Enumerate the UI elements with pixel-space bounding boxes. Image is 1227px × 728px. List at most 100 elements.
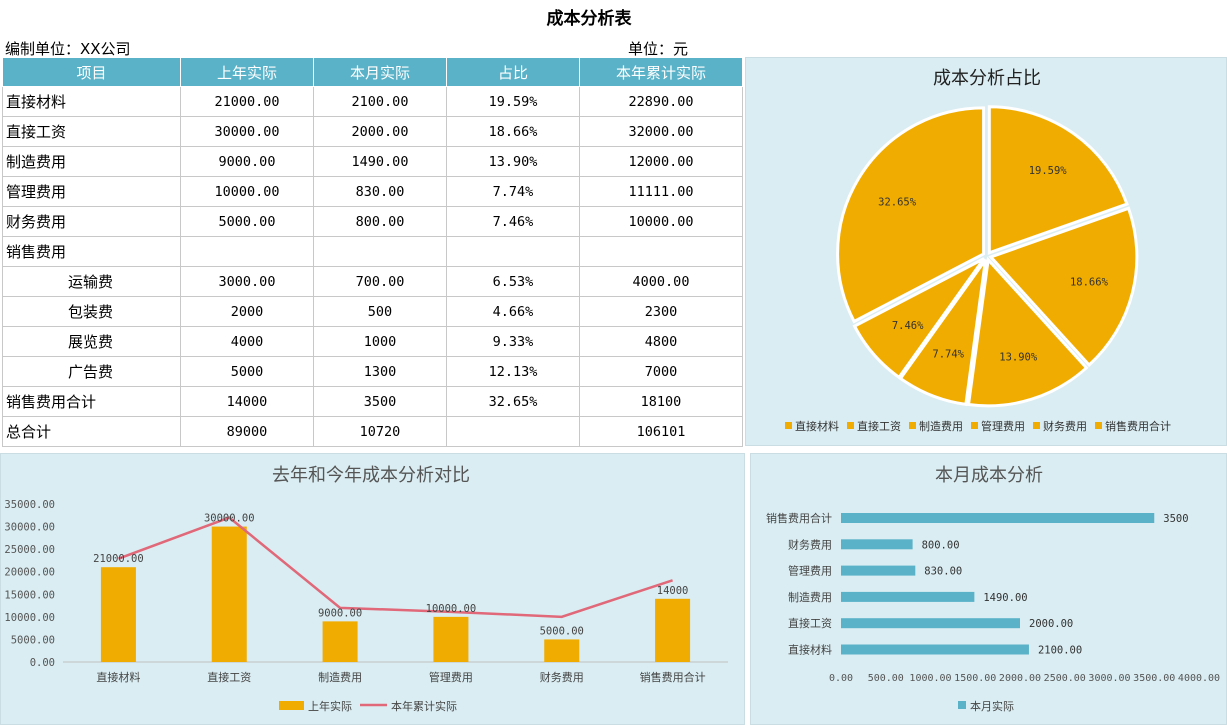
hbar-data-label: 2000.00: [1029, 618, 1073, 630]
x-category-label: 直接工资: [207, 670, 251, 684]
table-row: 销售费用合计 14000 3500 32.65% 18100: [2, 386, 743, 417]
cell-last-year: 9000.00: [180, 146, 314, 177]
cell-ratio: 6.53%: [446, 266, 580, 297]
cell-this-month: 1000: [313, 326, 447, 357]
cell-last-year: 89000: [180, 416, 314, 447]
pie-data-label: 13.90%: [999, 351, 1038, 363]
x-category-label: 制造费用: [318, 670, 362, 684]
cell-this-month: 1300: [313, 356, 447, 387]
y-category-label: 销售费用合计: [766, 511, 832, 525]
cell-ytd: 10000.00: [579, 206, 743, 237]
bar-data-label: 5000.00: [540, 625, 584, 637]
cell-ytd: 22890.00: [579, 86, 743, 117]
cell-last-year: 14000: [180, 386, 314, 417]
cost-table: 项目 上年实际 本月实际 占比 本年累计实际 直接材料 21000.00 2100.…: [2, 57, 743, 447]
pie-data-label: 7.74%: [932, 349, 964, 361]
legend-label-line: 本年累计实际: [391, 699, 457, 713]
table-row: 展览费 4000 1000 9.33% 4800: [2, 326, 743, 357]
cell-item-name: 管理费用: [2, 176, 181, 207]
x-category-label: 直接材料: [96, 670, 140, 684]
y-category-label: 财务费用: [788, 537, 832, 551]
table-row: 总合计 89000 10720 106101: [2, 416, 743, 447]
cell-ytd: 12000.00: [579, 146, 743, 177]
table-body: 直接材料 21000.00 2100.00 19.59% 22890.00 直接工资 300…: [2, 86, 743, 447]
cell-this-month: 800.00: [313, 206, 447, 237]
cell-last-year: 2000: [180, 296, 314, 327]
legend-label: 管理费用: [981, 419, 1025, 433]
header-last-year: 上年实际: [180, 57, 314, 87]
cell-ratio: 32.65%: [446, 386, 580, 417]
header-ratio: 占比: [446, 57, 580, 87]
header-this-month: 本月实际: [313, 57, 447, 87]
pie-data-label: 32.65%: [878, 196, 917, 208]
y-tick-label: 10000.00: [4, 612, 55, 624]
hbar-bar: [841, 618, 1020, 629]
header-ytd: 本年累计实际: [579, 57, 743, 87]
legend-label: 财务费用: [1043, 419, 1087, 433]
pie-slice: [836, 106, 986, 324]
cell-ytd: 106101: [579, 416, 743, 447]
table-row: 制造费用 9000.00 1490.00 13.90% 12000.00: [2, 146, 743, 177]
unit-company: 编制单位：XX公司: [5, 40, 131, 58]
hbar-bar: [841, 644, 1029, 655]
hbar-bar: [841, 591, 975, 602]
hbar-bar: [841, 565, 916, 576]
bar-data-label: 21000.00: [93, 553, 144, 565]
hbar-data-label: 1490.00: [983, 592, 1027, 604]
x-tick-label: 1000.00: [909, 673, 951, 684]
legend-swatch: [847, 422, 854, 429]
cell-ytd: 4000.00: [579, 266, 743, 297]
bar-last-year: [433, 616, 469, 662]
cell-ratio: [446, 416, 580, 447]
pie-data-label: 18.66%: [1070, 277, 1109, 289]
hbar-chart-title: 本月成本分析: [935, 465, 1043, 486]
bar-data-label: 14000: [657, 585, 689, 597]
unit-currency: 单位：元: [628, 40, 689, 58]
cell-last-year: 21000.00: [180, 86, 314, 117]
legend-swatch: [909, 422, 916, 429]
table-row: 直接材料 21000.00 2100.00 19.59% 22890.00: [2, 86, 743, 117]
y-category-label: 直接工资: [788, 616, 832, 630]
x-tick-label: 500.00: [868, 673, 904, 684]
x-tick-label: 1500.00: [954, 673, 996, 684]
legend-label: 本月实际: [970, 699, 1014, 713]
cell-ratio: 13.90%: [446, 146, 580, 177]
cell-item-name: 广告费: [2, 356, 181, 387]
bar-last-year: [100, 567, 136, 662]
cell-this-month: 700.00: [313, 266, 447, 297]
pie-data-label: 7.46%: [892, 320, 924, 332]
y-category-label: 管理费用: [788, 564, 832, 578]
cell-item-name: 包装费: [2, 296, 181, 327]
x-tick-label: 3500.00: [1133, 673, 1175, 684]
cell-last-year: 5000: [180, 356, 314, 387]
cell-last-year: 3000.00: [180, 266, 314, 297]
legend-swatch: [1095, 422, 1102, 429]
bar-data-label: 30000.00: [204, 513, 255, 525]
legend-label: 制造费用: [919, 419, 963, 433]
legend-label-bar: 上年实际: [308, 699, 352, 713]
cell-this-month: 830.00: [313, 176, 447, 207]
cell-ytd: 7000: [579, 356, 743, 387]
bar-last-year: [544, 639, 580, 662]
cell-this-month: 10720: [313, 416, 447, 447]
cell-ratio: 9.33%: [446, 326, 580, 357]
pie-chart: 成本分析占比 19.59% 18.66% 13.90% 7.74% 7.46% 32.65…: [785, 68, 1171, 433]
y-category-label: 制造费用: [788, 590, 832, 604]
bar-last-year: [211, 526, 247, 662]
y-tick-label: 25000.00: [4, 544, 55, 556]
legend-label: 直接工资: [857, 419, 901, 433]
y-tick-label: 5000.00: [11, 634, 55, 646]
legend-label: 销售费用合计: [1105, 419, 1171, 433]
cell-ratio: 7.74%: [446, 176, 580, 207]
x-tick-label: 2000.00: [999, 673, 1041, 684]
cell-ytd: 32000.00: [579, 116, 743, 147]
pie-slice: [966, 256, 1089, 408]
cell-ratio: 4.66%: [446, 296, 580, 327]
cell-ratio: [446, 236, 580, 267]
hbar-data-label: 800.00: [922, 539, 960, 551]
cell-item-name: 展览费: [2, 326, 181, 357]
legend-swatch: [785, 422, 792, 429]
cell-item-name: 直接材料: [2, 86, 181, 117]
y-tick-label: 30000.00: [4, 522, 55, 534]
combo-chart-panel: 去年和今年成本分析对比 0.00 5000.00 10000.00 15000.00 2…: [0, 453, 745, 725]
